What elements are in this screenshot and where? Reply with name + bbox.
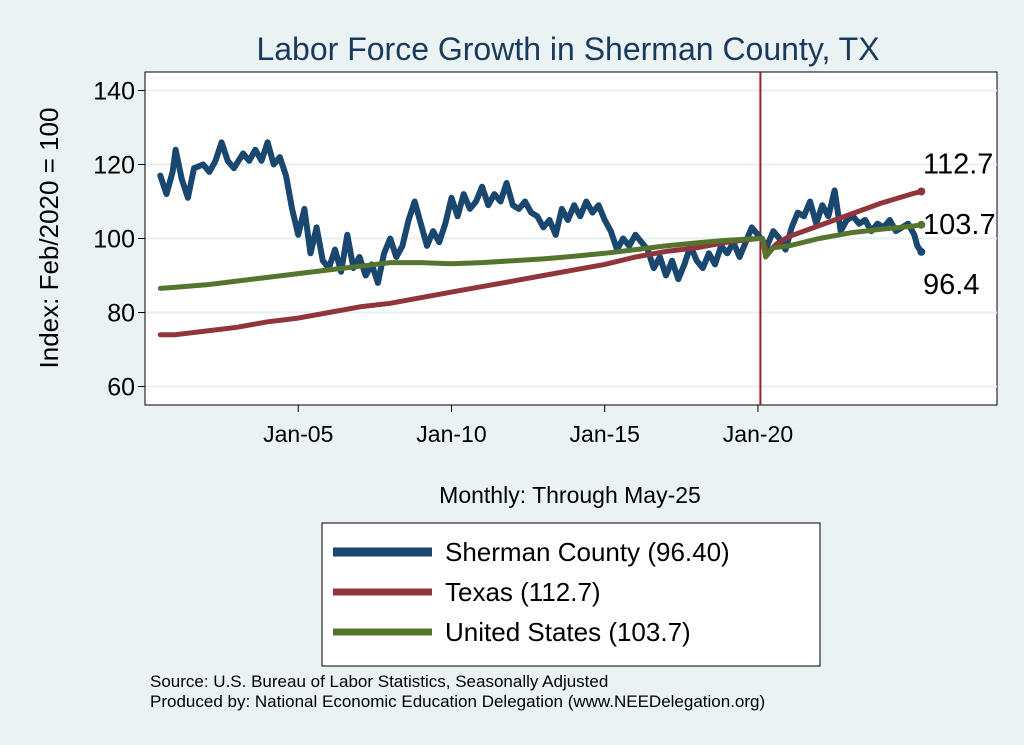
y-tick-label-80: 80	[107, 300, 135, 328]
y-tick-label-120: 120	[93, 152, 135, 180]
series-line-united-states	[157, 222, 924, 291]
series-endpoint-united-states	[917, 220, 926, 229]
y-tick-label-140: 140	[93, 78, 135, 106]
end-label-united-states: 103.7	[923, 209, 996, 241]
produced-by-note: Produced by: National Economic Education…	[150, 692, 766, 711]
x-tick-label-jan-15: Jan-15	[570, 421, 640, 447]
end-label-sherman-county: 96.4	[923, 269, 979, 301]
y-tick-label-100: 100	[93, 226, 135, 254]
series-line-sherman-county	[157, 139, 925, 286]
x-tick-label-jan-05: Jan-05	[263, 421, 333, 447]
chart-title: Labor Force Growth in Sherman County, TX	[256, 31, 879, 67]
y-axis: 60 80 100 120 140	[93, 72, 146, 405]
legend-label-sherman-county: Sherman County (96.40)	[445, 537, 730, 567]
end-label-texas: 112.7	[923, 149, 993, 181]
series-line-texas	[157, 189, 924, 338]
legend-label-united-states: United States (103.7)	[445, 617, 691, 647]
series-endpoint-sherman-county	[917, 247, 926, 256]
x-tick-label-jan-10: Jan-10	[416, 421, 486, 447]
y-axis-title: Index: Feb/2020 = 100	[34, 108, 64, 369]
series-endpoint-texas	[917, 187, 926, 196]
gridlines	[145, 89, 997, 388]
legend-label-texas: Texas (112.7)	[445, 577, 601, 607]
legend: Sherman County (96.40) Texas (112.7) Unite…	[321, 522, 821, 667]
x-axis: Jan-05 Jan-10 Jan-15 Jan-20	[145, 404, 997, 447]
end-labels: 96.4 112.7 103.7	[923, 149, 996, 301]
source-note: Source: U.S. Bureau of Labor Statistics,…	[150, 672, 609, 691]
y-tick-label-60: 60	[107, 374, 135, 402]
series-group	[157, 139, 926, 338]
x-tick-label-jan-20: Jan-20	[723, 421, 793, 447]
x-axis-title: Monthly: Through May-25	[439, 482, 701, 508]
